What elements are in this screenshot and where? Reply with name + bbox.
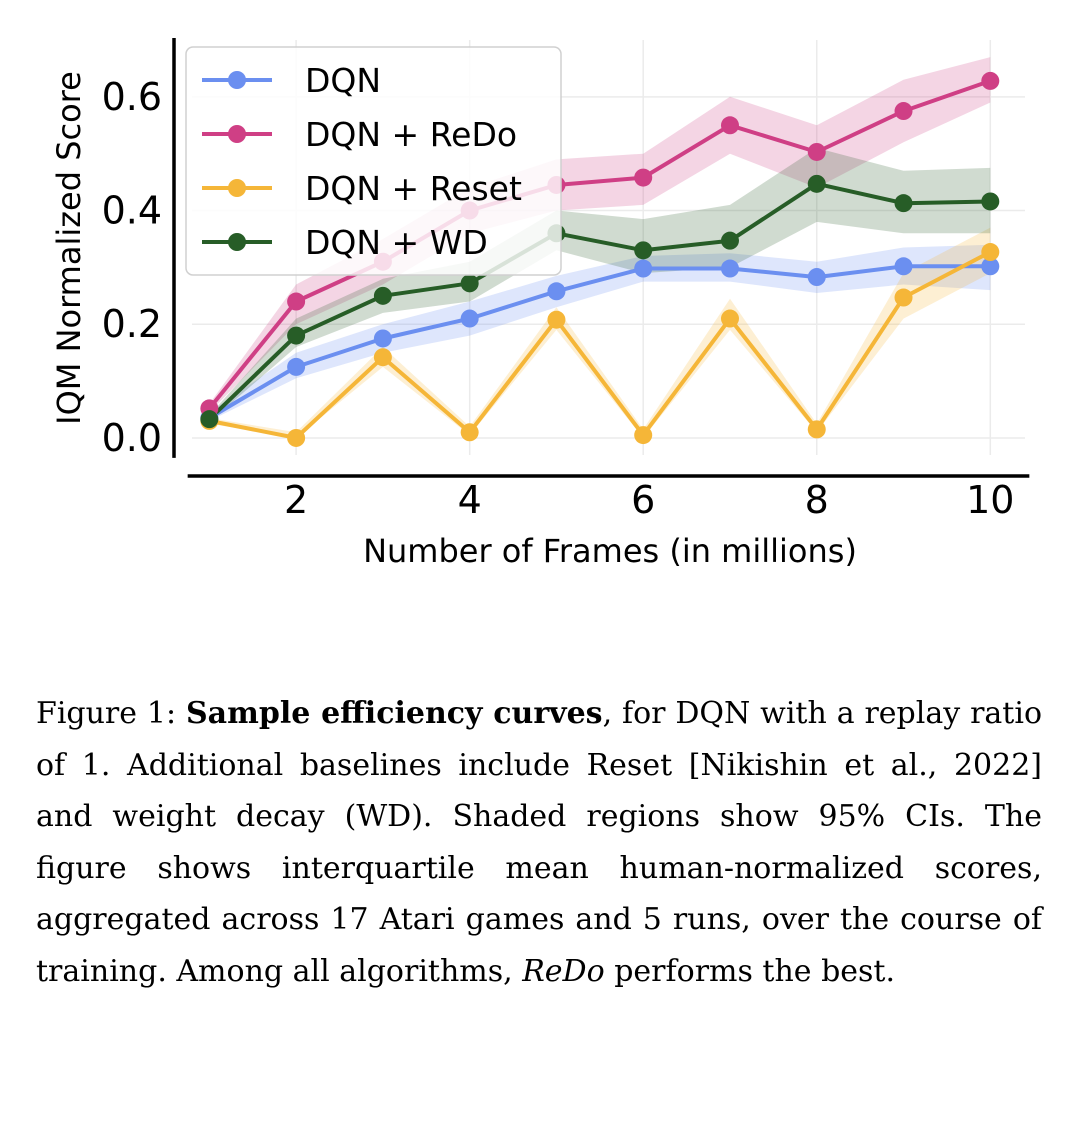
data-point xyxy=(287,428,306,447)
legend-box xyxy=(185,46,562,276)
series-lines xyxy=(207,79,992,440)
y-tick-label: 0.6 xyxy=(102,75,162,119)
data-point xyxy=(287,292,306,311)
data-point xyxy=(981,192,1000,211)
data-point xyxy=(373,329,392,348)
data-point xyxy=(894,102,913,121)
x-tick-label: 8 xyxy=(805,478,829,522)
x-axis-label: Number of Frames (in millions) xyxy=(363,532,857,570)
legend-label: DQN xyxy=(305,61,381,100)
y-tick-label: 0.4 xyxy=(102,189,162,233)
x-tick-label: 10 xyxy=(966,478,1014,522)
series-line xyxy=(209,250,992,440)
data-point xyxy=(547,282,566,301)
legend-label: DQN + ReDo xyxy=(305,115,517,154)
series-line xyxy=(208,181,991,421)
caption-text-1: , for DQN with a replay ratio of 1. Addi… xyxy=(36,696,1043,989)
series-line xyxy=(208,264,991,420)
data-point xyxy=(981,257,1000,276)
caption-text-2: performs the best. xyxy=(604,953,896,989)
legend: DQN DQN + ReDo DQN + Reset DQN + WD xyxy=(185,46,562,276)
data-point xyxy=(460,274,479,293)
data-point xyxy=(720,259,739,278)
x-tick-label: 4 xyxy=(458,478,482,522)
data-point xyxy=(287,357,306,376)
caption-italic-word: ReDo xyxy=(522,953,605,989)
data-point xyxy=(807,142,826,161)
data-point xyxy=(287,326,306,345)
legend-label: DQN + WD xyxy=(305,223,488,262)
data-point xyxy=(547,310,566,329)
figure-caption: Figure 1: Sample efficiency curves, for … xyxy=(36,688,1042,997)
data-point xyxy=(981,243,1000,262)
sample-efficiency-chart: 2 4 6 8 10 0.0 0.2 0.4 0.6 Number of Frames (in … xyxy=(50,38,1030,570)
data-point xyxy=(460,309,479,328)
x-tick-label: 6 xyxy=(631,478,655,522)
data-point xyxy=(807,420,826,439)
data-point xyxy=(981,71,1000,90)
axes: 2 4 6 8 10 0.0 0.2 0.4 0.6 xyxy=(102,38,1030,522)
caption-label: Figure 1: xyxy=(36,696,186,731)
legend-label: DQN + Reset xyxy=(305,169,522,208)
legend-marker xyxy=(228,71,246,89)
data-point xyxy=(200,410,219,429)
y-tick-label: 0.0 xyxy=(102,416,162,460)
y-axis-label: IQM Normalized Score xyxy=(50,71,88,425)
data-point xyxy=(894,257,913,276)
data-point xyxy=(894,194,913,213)
legend-marker xyxy=(228,125,246,143)
data-point xyxy=(634,259,653,278)
data-point xyxy=(634,168,653,187)
series-line xyxy=(207,79,991,410)
data-point xyxy=(634,241,653,260)
data-point xyxy=(460,423,479,442)
data-point xyxy=(807,268,826,287)
data-point xyxy=(373,286,392,305)
legend-marker xyxy=(228,179,246,197)
data-point xyxy=(720,231,739,250)
legend-marker xyxy=(228,233,246,251)
confidence-band xyxy=(209,244,991,421)
confidence-band xyxy=(209,148,991,422)
data-point xyxy=(373,348,392,367)
data-point xyxy=(634,426,653,445)
data-point xyxy=(894,288,913,307)
y-tick-label: 0.2 xyxy=(102,302,162,346)
data-point xyxy=(720,309,739,328)
caption-bold-title: Sample efficiency curves xyxy=(186,696,603,731)
data-point xyxy=(720,116,739,135)
data-point xyxy=(807,174,826,193)
x-tick-label: 2 xyxy=(284,478,308,522)
